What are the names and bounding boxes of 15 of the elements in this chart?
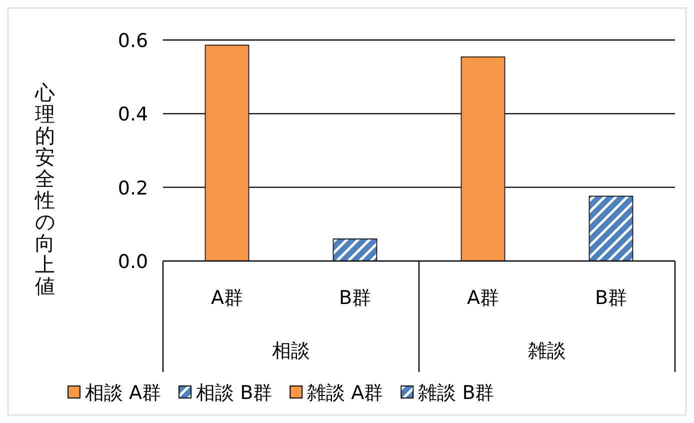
y-tick-label: 0.2: [118, 177, 148, 200]
x-tick-label: B群: [594, 287, 628, 309]
y-tick-label: 0.0: [118, 251, 148, 273]
y-tick-label: 0.4: [118, 104, 148, 126]
x-tick-label: A群: [467, 287, 499, 309]
legend-label: 相談 B群: [196, 382, 272, 404]
y-tick-label: 0.6: [118, 30, 148, 52]
text: 心理的安全性の向上値: [35, 80, 55, 298]
x-tick-label: B群: [338, 287, 372, 309]
text: 雑談: [528, 340, 566, 362]
text: 相談: [272, 340, 310, 362]
x-tick-label: A群: [211, 287, 243, 309]
legend-label: 雑談 A群: [307, 382, 384, 404]
legend-label: 雑談 B群: [418, 382, 494, 404]
legend-label: 相談 A群: [85, 382, 162, 404]
